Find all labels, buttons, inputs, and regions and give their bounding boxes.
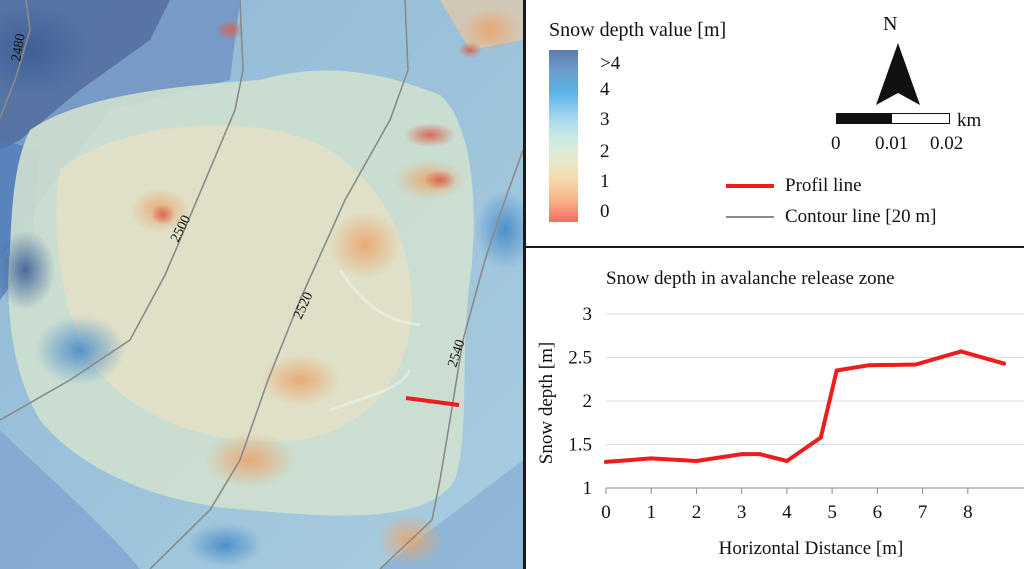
chart-series bbox=[604, 349, 1006, 464]
y-tick-label: 3 bbox=[583, 304, 593, 325]
contour-line-swatch bbox=[726, 216, 774, 218]
colorbar-tick: 3 bbox=[600, 109, 610, 130]
scale-bar bbox=[836, 113, 950, 124]
legend-title: Snow depth value [m] bbox=[549, 19, 727, 41]
y-tick-label: 2 bbox=[583, 391, 593, 412]
profile-line-swatch bbox=[726, 184, 774, 188]
y-tick-label: 1.5 bbox=[568, 435, 592, 456]
profile-line bbox=[405, 396, 460, 407]
data-point bbox=[694, 459, 699, 464]
scale-tick: 0.02 bbox=[930, 133, 964, 154]
y-tick-label: 1 bbox=[583, 478, 593, 499]
data-point bbox=[649, 456, 654, 461]
y-tick-label: 2.5 bbox=[568, 348, 592, 369]
data-point bbox=[604, 459, 608, 464]
data-point bbox=[866, 363, 871, 368]
north-arrow-icon bbox=[876, 43, 920, 105]
scale-tick: 0 bbox=[831, 133, 841, 154]
chart-tick-labels: 11.522.530 1 2 3 4 5 6 7 8 bbox=[568, 304, 972, 523]
map-raster: 2480 2500 2520 2540 bbox=[0, 0, 523, 569]
legend-profile-label: Profil line bbox=[785, 175, 862, 196]
snow-depth-colorbar bbox=[549, 50, 578, 222]
snow-depth-profile-chart: Snow depth in avalanche release zone 1 1.… bbox=[526, 248, 1024, 569]
x-tick-label: 8 bbox=[963, 502, 973, 523]
series-line bbox=[604, 349, 1006, 464]
y-axis-label: Snow depth [m] bbox=[536, 342, 557, 464]
x-tick-label: 4 bbox=[782, 502, 792, 523]
x-tick-label: 3 bbox=[737, 502, 747, 523]
scale-tick: 0.01 bbox=[875, 133, 909, 154]
data-point bbox=[959, 349, 964, 354]
x-tick-label: 7 bbox=[918, 502, 928, 523]
x-tick-label: 1 bbox=[646, 502, 656, 523]
colorbar-tick: 0 bbox=[600, 201, 610, 222]
scale-bar-black-segment bbox=[837, 114, 892, 123]
data-point bbox=[784, 459, 789, 464]
snow-depth-map: 2480 2500 2520 2540 bbox=[0, 0, 523, 569]
data-point bbox=[1002, 361, 1006, 366]
data-point bbox=[913, 362, 918, 367]
x-tick-label: 2 bbox=[692, 502, 702, 523]
chart-svg: Snow depth in avalanche release zone 1 1.… bbox=[536, 268, 1024, 559]
x-tick-label: 6 bbox=[873, 502, 883, 523]
x-tick-label: 5 bbox=[827, 502, 837, 523]
x-tick-label: 0 bbox=[601, 502, 611, 523]
panel-divider-horizontal bbox=[526, 246, 1024, 248]
panel-divider-vertical bbox=[523, 0, 526, 569]
chart-gridlines bbox=[606, 313, 1024, 445]
data-point bbox=[818, 435, 823, 440]
data-point bbox=[834, 368, 839, 373]
data-point bbox=[739, 452, 744, 457]
legend-contour-label: Contour line [20 m] bbox=[785, 206, 937, 227]
map-legend: Snow depth value [m] >4 4 3 2 1 0 N km 0… bbox=[526, 0, 1024, 246]
north-label: N bbox=[883, 13, 898, 35]
data-point bbox=[757, 452, 762, 457]
x-axis-label: Horizontal Distance [m] bbox=[719, 538, 904, 559]
colorbar-tick: 4 bbox=[600, 79, 610, 100]
contour-label-2480: 2480 bbox=[9, 33, 29, 63]
colorbar-tick: 1 bbox=[600, 171, 610, 192]
colorbar-tick: 2 bbox=[600, 141, 610, 162]
scale-unit: km bbox=[957, 110, 982, 131]
colorbar-tick: >4 bbox=[600, 53, 621, 74]
chart-axes bbox=[605, 487, 1024, 494]
chart-title: Snow depth in avalanche release zone bbox=[606, 268, 895, 289]
